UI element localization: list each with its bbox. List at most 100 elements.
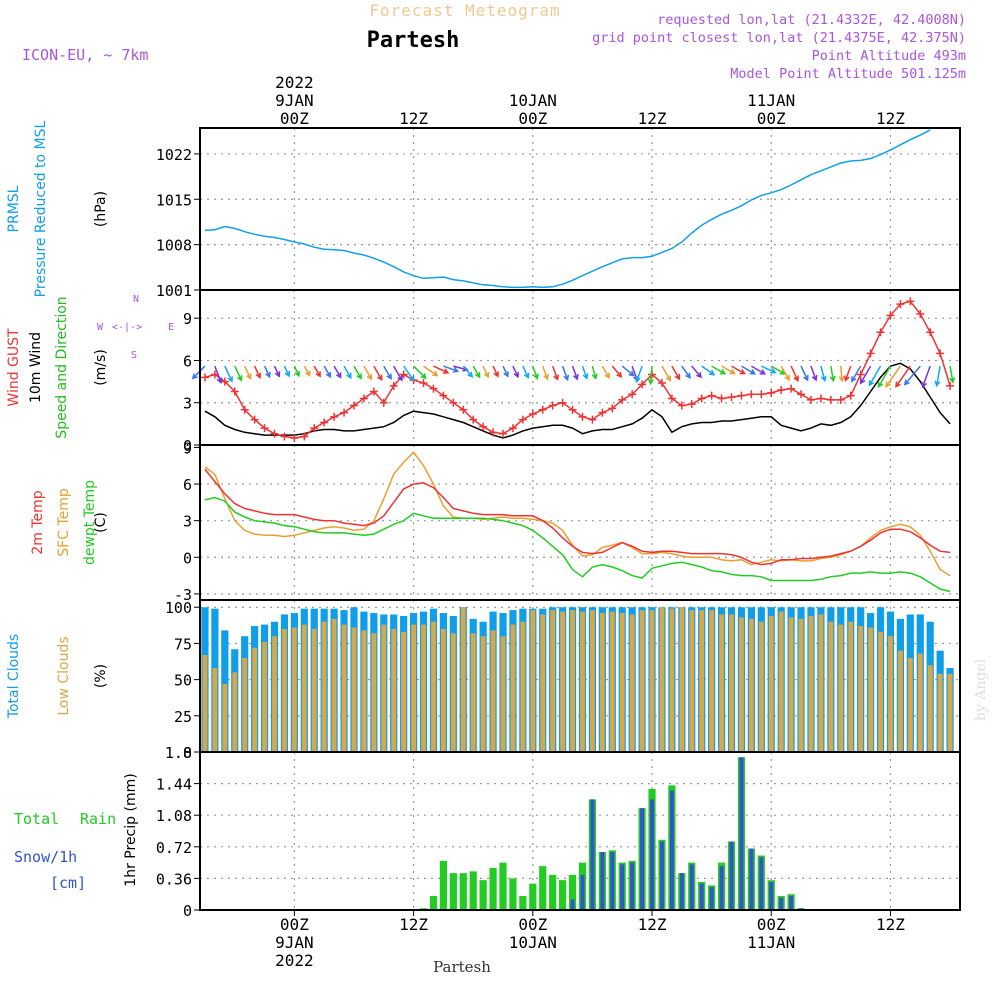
wind-dir-arrow <box>263 365 271 379</box>
wind-dir-arrow <box>701 365 716 376</box>
low-cloud-bar <box>927 665 933 752</box>
gust-marker <box>677 401 686 410</box>
wind-dir-arrow <box>838 366 845 383</box>
gust-marker <box>667 394 676 403</box>
precip-bar <box>509 878 517 910</box>
panel-label: 2m Temp <box>30 490 46 554</box>
gust-marker <box>479 422 488 431</box>
y-tick-label: 1.8 <box>165 744 192 762</box>
wind-dir-arrow <box>829 365 836 383</box>
y-tick-label: -3 <box>174 586 192 604</box>
precip-bar <box>439 860 447 910</box>
snow-bar <box>779 897 784 910</box>
watermark: by Angel <box>973 658 989 721</box>
gust-marker <box>846 391 855 400</box>
gust-marker <box>489 428 498 437</box>
wind-dir-arrow <box>859 365 872 385</box>
model-label: ICON-EU, ~ 7km <box>22 46 148 64</box>
low-cloud-bar <box>301 624 307 752</box>
label-rain: Rain <box>80 810 116 828</box>
gust-marker <box>697 394 706 403</box>
compass-s: S <box>131 350 137 361</box>
low-cloud-bar <box>232 672 238 752</box>
wind-dir-arrow <box>353 365 362 380</box>
snow-bar <box>689 864 694 910</box>
wind-dir-arrow <box>611 365 623 378</box>
low-cloud-bar <box>351 627 357 752</box>
wind-dir-arrow <box>512 365 519 379</box>
snow-bar <box>640 808 645 910</box>
wind-dir-arrow <box>253 365 262 380</box>
snow-bar <box>699 883 704 910</box>
bottom-time-label: 00Z <box>280 915 309 934</box>
y-tick-label: 1008 <box>156 237 192 255</box>
low-cloud-bar <box>838 624 844 752</box>
panel-pressure: 1001 1008 1015 1022 PRMSL Pressure Reduced to… <box>6 120 960 300</box>
wind-dir-arrow <box>403 365 415 382</box>
y-tick-label: 0 <box>183 549 192 567</box>
panel-label: Total Clouds <box>6 634 22 719</box>
low-cloud-bar <box>381 624 387 752</box>
wind-dir-arrow <box>363 365 373 381</box>
low-cloud-bar <box>560 611 566 752</box>
snow-bar <box>789 895 794 910</box>
low-cloud-bar <box>629 614 635 752</box>
gust-marker <box>449 398 458 407</box>
low-cloud-bar <box>530 610 536 752</box>
wind-dir-arrow <box>502 365 509 378</box>
wind-dir-arrow <box>800 365 809 382</box>
wind-dir-arrow <box>333 365 342 379</box>
panel-wind: 0 3 6 9 Wind GUST 10m Wind Speed and Direction… <box>6 290 960 455</box>
location-title: Partesh <box>367 28 460 53</box>
unit-label: (C) <box>93 512 109 533</box>
wind-compass: W E <-|-> N S <box>97 294 174 361</box>
top-time-label: 2022 <box>275 73 314 92</box>
wind-dir-arrow <box>522 365 530 380</box>
wind-dir-arrow <box>214 365 223 385</box>
snow-bar <box>580 874 585 910</box>
snow-bar <box>769 881 774 910</box>
bottom-time-label: 00Z <box>518 915 547 934</box>
low-cloud-bar <box>947 673 953 752</box>
snow-bar <box>650 799 655 910</box>
low-cloud-bar <box>888 636 893 752</box>
gust-marker <box>896 300 905 309</box>
gust-marker <box>876 328 885 337</box>
top-time-label: 12Z <box>399 109 428 128</box>
y-tick-label: 6 <box>183 352 192 370</box>
low-cloud-bar <box>778 611 784 752</box>
panel-label: Pressure Reduced to MSL <box>33 120 49 297</box>
y-tick-label: 1.44 <box>156 776 192 794</box>
y-tick-label: 100 <box>165 599 192 617</box>
low-cloud-bar <box>311 628 317 752</box>
low-cloud-bar <box>897 650 903 752</box>
wind-dir-arrow <box>741 365 756 375</box>
wind-dir-arrow <box>868 365 882 387</box>
low-cloud-bar <box>798 618 804 752</box>
bottom-time-label: 12Z <box>876 915 905 934</box>
y-tick-label: 1.08 <box>156 807 192 825</box>
gust-marker <box>657 379 666 387</box>
low-cloud-bar <box>699 610 705 752</box>
low-cloud-bar <box>540 614 546 752</box>
gust-marker <box>320 418 329 427</box>
low-cloud-bar <box>262 641 267 752</box>
gust-marker <box>747 390 756 399</box>
panel-label: Low Clouds <box>56 636 72 715</box>
wind-dir-arrow <box>383 365 392 381</box>
wind-dir-arrow <box>949 365 956 384</box>
gust-marker <box>856 370 865 379</box>
wind-dir-arrow <box>433 365 450 374</box>
wind-dir-arrow <box>191 365 206 380</box>
precip-unit-label: 1hr Precip (mm) <box>123 773 139 886</box>
gust-marker <box>280 432 289 441</box>
dewpt-line <box>204 496 951 593</box>
y-tick-label: 3 <box>183 513 192 531</box>
wind-dir-arrow <box>681 365 691 380</box>
wind-dir-arrow <box>760 365 777 374</box>
wind-dir-arrow <box>691 365 702 379</box>
y-tick-label: 9 <box>183 439 192 457</box>
wind-dir-arrow <box>551 365 560 381</box>
compass-e: E <box>168 322 174 333</box>
low-cloud-bar <box>450 633 456 752</box>
